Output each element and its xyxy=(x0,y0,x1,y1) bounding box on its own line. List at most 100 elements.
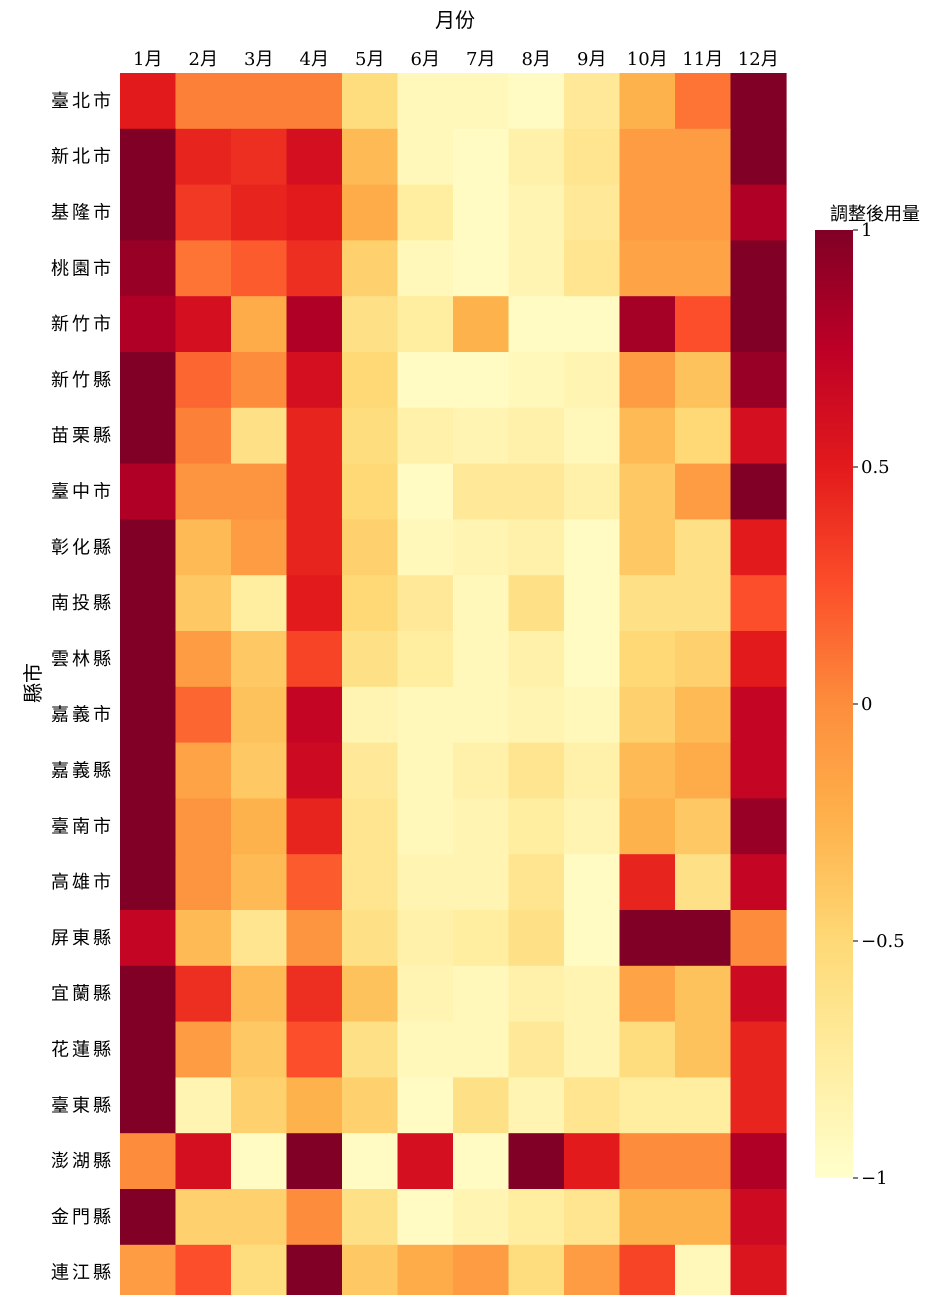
heatmap-cell xyxy=(175,1244,232,1295)
heatmap-cell xyxy=(342,798,399,855)
column-label: 12月 xyxy=(738,49,779,70)
heatmap-cell xyxy=(564,128,621,186)
heatmap-cell xyxy=(397,1021,454,1078)
column-label: 9月 xyxy=(577,49,606,70)
heatmap-cell xyxy=(675,128,732,186)
heatmap-cell xyxy=(120,73,177,130)
x-axis-title: 月份 xyxy=(435,8,475,32)
heatmap-cell xyxy=(564,407,621,465)
heatmap-cell xyxy=(397,631,454,688)
heatmap-cell xyxy=(619,742,676,799)
heatmap-cell xyxy=(397,742,454,799)
heatmap-cell xyxy=(175,1133,232,1190)
row-label: 臺東縣 xyxy=(51,1095,114,1116)
column-label: 1月 xyxy=(133,49,162,70)
heatmap-cell xyxy=(508,463,565,520)
heatmap-cell xyxy=(508,407,565,465)
colorbar-ticks: 1 0.5 0 −0.5 −1 xyxy=(853,220,905,1189)
heatmap-cell xyxy=(175,184,232,241)
heatmap-cell xyxy=(619,1077,676,1134)
row-label: 新北市 xyxy=(51,147,114,168)
heatmap-cell xyxy=(508,1021,565,1078)
heatmap-cell xyxy=(286,73,343,130)
heatmap-cell xyxy=(675,798,732,855)
row-label: 連江縣 xyxy=(51,1263,114,1284)
heatmap-cell xyxy=(619,407,676,465)
heatmap-cell xyxy=(175,463,232,520)
heatmap-cell xyxy=(453,798,510,855)
row-label: 嘉義縣 xyxy=(51,761,114,782)
heatmap-cell xyxy=(453,965,510,1023)
row-label: 桃園市 xyxy=(51,258,114,279)
heatmap-cell xyxy=(231,519,288,576)
heatmap-cell xyxy=(342,463,399,520)
heatmap-cell xyxy=(342,631,399,688)
heatmap-cell xyxy=(231,631,288,688)
column-label: 8月 xyxy=(522,49,551,70)
column-label: 4月 xyxy=(300,49,329,70)
heatmap-cell xyxy=(175,240,232,297)
heatmap-cell xyxy=(342,1244,399,1295)
heatmap-cell xyxy=(286,1077,343,1134)
heatmap-cell xyxy=(730,1021,787,1078)
heatmap-cell xyxy=(453,296,510,353)
heatmap-cell xyxy=(231,463,288,520)
heatmap-cell xyxy=(286,240,343,297)
column-label: 6月 xyxy=(411,49,440,70)
heatmap-cell xyxy=(453,73,510,130)
heatmap-cell xyxy=(231,910,288,967)
heatmap-cell xyxy=(619,965,676,1023)
column-label: 3月 xyxy=(244,49,273,70)
heatmap-cell xyxy=(730,631,787,688)
colorbar xyxy=(815,230,853,1178)
heatmap-cell xyxy=(342,1189,399,1246)
heatmap-cell xyxy=(730,240,787,297)
heatmap-cell xyxy=(286,854,343,911)
heatmap-cell xyxy=(508,128,565,186)
heatmap-cell xyxy=(286,631,343,688)
heatmap-cell xyxy=(397,1244,454,1295)
heatmap-cell xyxy=(619,463,676,520)
column-labels: 1月 2月 3月 4月 5月 6月 7月 8月 9月 10月 11月 12月 xyxy=(133,49,779,70)
heatmap-cell xyxy=(619,686,676,744)
heatmap-cell xyxy=(120,184,177,241)
heatmap-cell xyxy=(675,910,732,967)
heatmap-cell xyxy=(231,1189,288,1246)
heatmap-cell xyxy=(231,686,288,744)
heatmap-cell xyxy=(175,575,232,632)
heatmap-cell xyxy=(675,1077,732,1134)
heatmap-cell xyxy=(120,910,177,967)
heatmap-cell xyxy=(286,910,343,967)
heatmap-cell xyxy=(564,686,621,744)
heatmap-cell xyxy=(231,296,288,353)
heatmap-cell xyxy=(508,575,565,632)
heatmap-cell xyxy=(675,519,732,576)
heatmap-cell xyxy=(120,798,177,855)
heatmap-cell xyxy=(231,798,288,855)
heatmap-cell xyxy=(564,798,621,855)
heatmap-cell xyxy=(675,296,732,353)
heatmap-cell xyxy=(453,184,510,241)
heatmap-cell xyxy=(675,686,732,744)
heatmap-cell xyxy=(342,519,399,576)
heatmap-cell xyxy=(286,686,343,744)
heatmap-cell xyxy=(120,575,177,632)
heatmap-cell xyxy=(730,407,787,465)
heatmap-cell xyxy=(564,463,621,520)
heatmap-cell xyxy=(342,575,399,632)
heatmap-cell xyxy=(175,407,232,465)
heatmap-cell xyxy=(730,73,787,130)
row-label: 嘉義市 xyxy=(51,705,114,726)
heatmap-cell xyxy=(564,1133,621,1190)
heatmap-cell xyxy=(619,296,676,353)
row-label: 臺中市 xyxy=(51,482,114,503)
heatmap-cell xyxy=(453,1133,510,1190)
heatmap-cell xyxy=(231,965,288,1023)
heatmap-cell xyxy=(175,910,232,967)
colorbar-tick-label: 1 xyxy=(861,220,872,241)
heatmap-cell xyxy=(120,128,177,186)
heatmap-cell xyxy=(175,352,232,409)
heatmap-cell xyxy=(175,798,232,855)
heatmap-cell xyxy=(453,1189,510,1246)
heatmap-cell xyxy=(508,296,565,353)
